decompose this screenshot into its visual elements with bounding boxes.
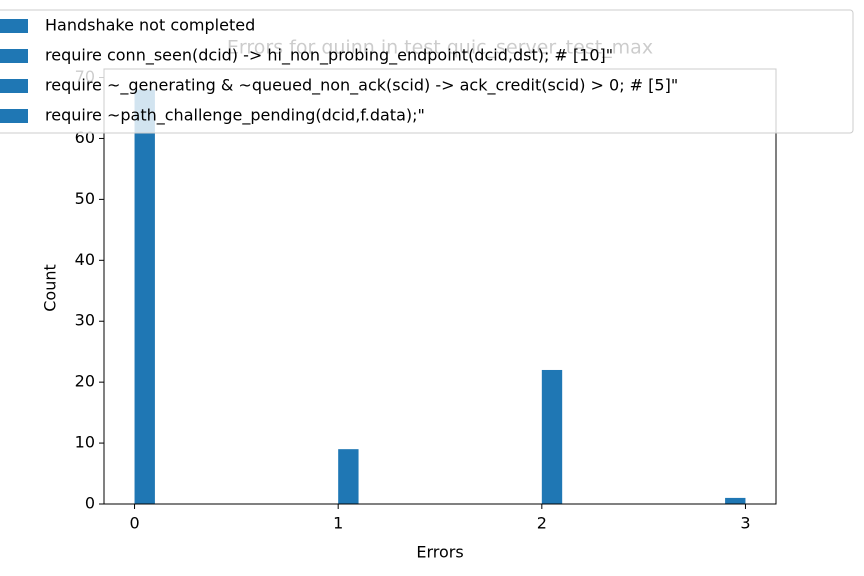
y-axis-label: Count (41, 264, 60, 312)
bar (338, 449, 359, 504)
x-axis-label: Errors (416, 543, 463, 562)
x-tick-label: 2 (537, 514, 547, 533)
legend-label: require conn_seen(dcid) -> hi_non_probin… (45, 46, 613, 66)
legend-label: Handshake not completed (45, 16, 255, 35)
x-tick-label: 3 (740, 514, 750, 533)
x-tick-label: 1 (333, 514, 343, 533)
legend-swatch (0, 109, 28, 123)
bar (725, 497, 746, 504)
legend-label: require ~_generating & ~queued_non_ack(s… (45, 76, 678, 96)
legend-label: require ~path_challenge_pending(dcid,f.d… (45, 106, 425, 126)
y-tick-label: 10 (75, 433, 95, 452)
bar (541, 369, 563, 504)
x-tick-label: 0 (129, 514, 139, 533)
bar (134, 89, 155, 504)
y-tick-label: 0 (85, 494, 95, 513)
y-tick-label: 40 (75, 250, 95, 269)
legend-box (0, 9, 854, 134)
axes-frame (103, 68, 777, 505)
legend-swatch (0, 79, 28, 93)
y-tick-label: 20 (75, 372, 95, 391)
legend-swatch (0, 19, 28, 33)
y-tick-label: 30 (75, 311, 95, 330)
y-tick-label: 50 (75, 189, 95, 208)
legend-swatch (0, 49, 28, 63)
